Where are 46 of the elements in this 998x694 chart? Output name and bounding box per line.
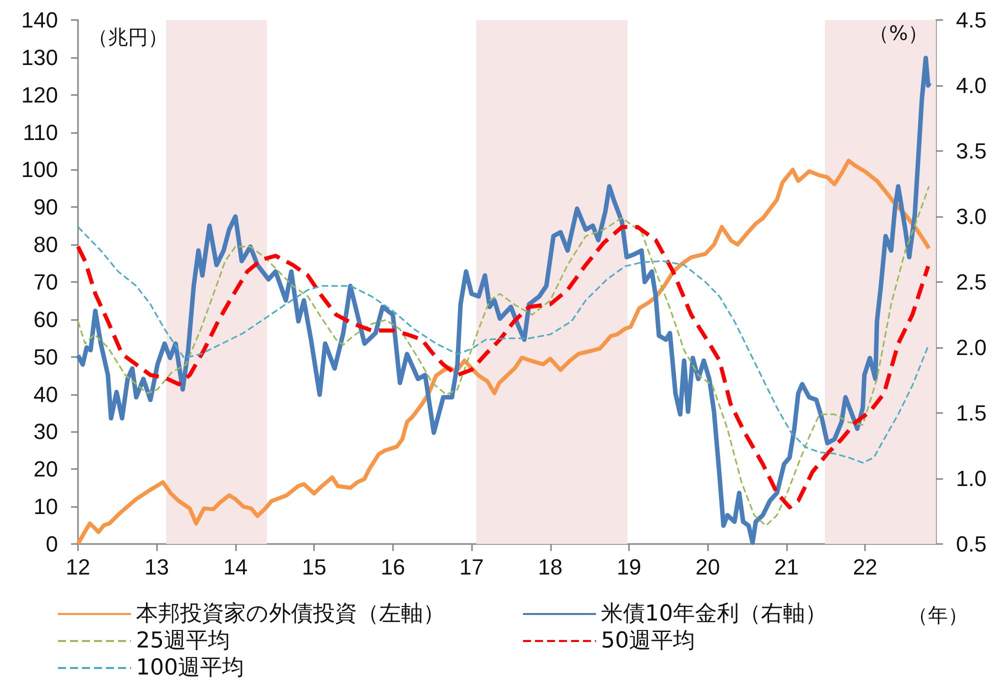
y2-tick-label: 1.0 [956, 466, 987, 491]
y-tick-label: 130 [21, 44, 58, 70]
y2-tick-label: 0.5 [956, 532, 987, 556]
y-tick-label: 140 [21, 8, 58, 32]
legend-label: 米債10年金利（右軸） [601, 602, 827, 626]
y2-tick-label: 3.0 [956, 204, 987, 229]
y-axis-title: （兆円） [88, 25, 168, 49]
y-tick-label: 100 [21, 157, 58, 182]
legend-label: 本邦投資家の外債投資（左軸） [136, 602, 445, 626]
x-tick-label: 15 [302, 554, 326, 580]
y2-tick-label: 4.5 [956, 8, 987, 32]
x-axis-title: （年） [908, 603, 968, 627]
y-tick-label: 80 [34, 232, 58, 258]
y2-tick-label: 1.5 [956, 400, 987, 426]
legend-label: 100週平均 [136, 656, 244, 680]
y-tick-label: 20 [34, 456, 58, 482]
x-tick-label: 16 [380, 554, 406, 580]
line-series [77, 226, 929, 464]
y-tick-label: 70 [34, 270, 58, 294]
y-tick-label: 120 [21, 82, 58, 108]
line-series [76, 56, 932, 545]
line-series [76, 224, 930, 510]
x-tick-label: 21 [774, 554, 799, 580]
y2-tick-label: 4.0 [956, 73, 987, 98]
x-tick-label: 22 [852, 554, 878, 580]
legend-label: 25週平均 [136, 628, 230, 654]
y-tick-label: 90 [34, 194, 58, 220]
y-tick-label: 110 [22, 120, 58, 145]
x-tick-label: 17 [459, 554, 484, 580]
y2-tick-label: 2.0 [956, 335, 987, 360]
y-tick-label: 10 [34, 494, 58, 520]
y-tick-label: 60 [34, 306, 58, 332]
y-tick-label: 30 [34, 419, 58, 444]
y2-tick-label: 2.5 [956, 270, 987, 294]
y-tick-label: 40 [34, 382, 58, 407]
x-tick-label: 14 [223, 554, 248, 580]
y2-axis-title: （%） [868, 21, 928, 45]
y-tick-label: 0 [46, 532, 58, 556]
x-tick-label: 13 [144, 554, 169, 580]
x-tick-label: 18 [538, 554, 563, 580]
y2-tick-label: 3.5 [956, 138, 987, 164]
x-tick-label: 12 [66, 554, 90, 580]
legend-label: 50週平均 [601, 628, 695, 654]
y-tick-label: 50 [34, 344, 58, 370]
x-tick-label: 19 [616, 554, 642, 580]
x-tick-label: 20 [695, 554, 720, 580]
